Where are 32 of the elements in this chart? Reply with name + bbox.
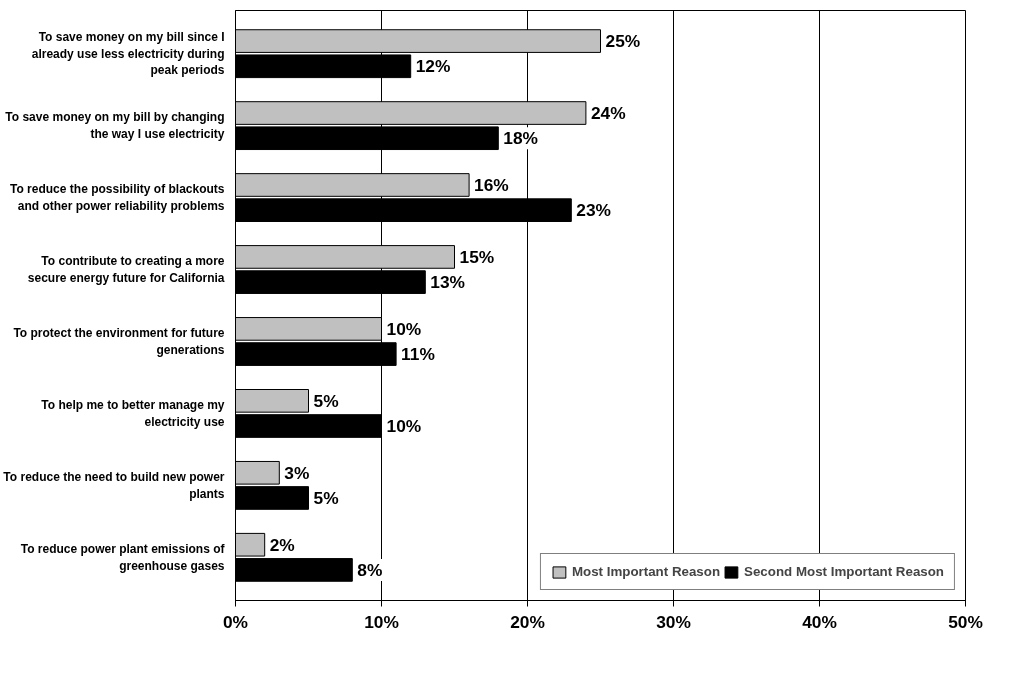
x-tick-label: 50% [948, 611, 983, 632]
data-label: 2% [269, 534, 295, 555]
x-tick-label: 20% [510, 611, 545, 632]
legend-label: Second Most Important Reason [744, 564, 944, 579]
legend-label: Most Important Reason [571, 564, 721, 579]
y-tick-label: To help me to better manage my electricity use [41, 398, 225, 429]
x-tick-label: 10% [364, 611, 399, 632]
data-label: 13% [430, 272, 465, 293]
y-tick-label: To reduce the need to build new power plants [3, 469, 225, 501]
data-label: 23% [576, 200, 611, 221]
y-tick-label: To save money on my bill since I already use less electricity during peak periods [31, 29, 225, 78]
y-tick-label: To reduce the possibility of blackouts and other power reliability problems [10, 182, 225, 213]
data-label: 10% [386, 416, 422, 437]
data-label: 12% [415, 56, 451, 77]
x-tick-label: 30% [656, 611, 691, 632]
data-label: 10% [386, 318, 422, 339]
y-tick-label: To contribute to creating a more secure energy future for California [27, 254, 225, 285]
data-label: 3% [284, 462, 310, 483]
data-label: 15% [459, 246, 495, 267]
y-tick-label: To reduce power plant emissions of greenhouse gases [20, 541, 226, 573]
y-tick-label: To protect the environment for future generations [13, 326, 225, 357]
y-tick-label: To save money on my bill by changing the way I use electricity [5, 110, 225, 142]
data-label: 24% [590, 103, 626, 124]
data-label: 16% [474, 174, 509, 195]
data-label: 5% [313, 390, 339, 411]
data-label: 11% [401, 344, 435, 365]
x-tick-label: 0% [222, 611, 249, 632]
data-label: 8% [357, 559, 383, 580]
data-label: 5% [313, 487, 339, 508]
data-label: 18% [503, 128, 538, 149]
x-tick-label: 40% [802, 611, 837, 632]
data-label: 25% [605, 31, 641, 52]
